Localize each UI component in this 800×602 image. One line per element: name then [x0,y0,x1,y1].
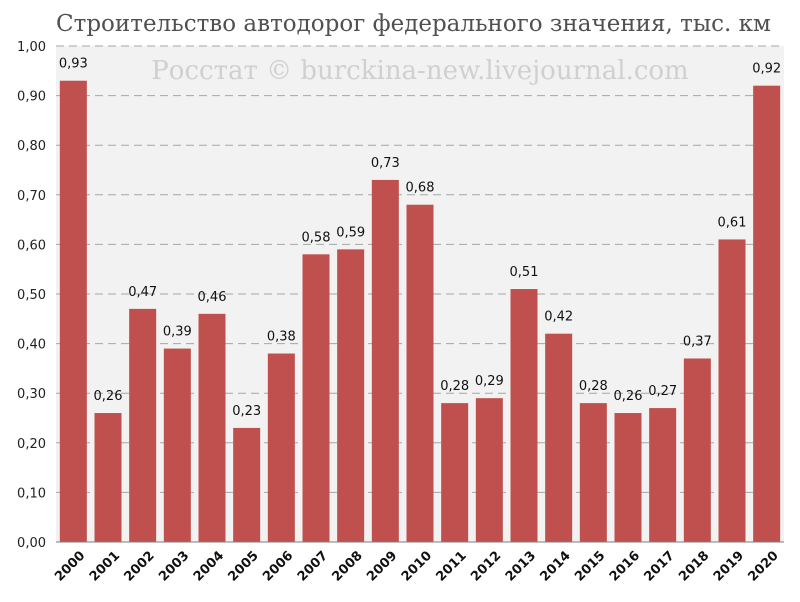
data-label-2014: 0,42 [544,310,573,325]
bars [59,80,781,543]
x-tick-label: 2015 [572,548,608,584]
bar-2006 [267,353,295,542]
bar-2013 [510,289,538,542]
bar-2001 [94,413,122,542]
data-label-2019: 0,61 [718,215,747,230]
x-tick-label: 2001 [87,548,123,584]
data-label-2005: 0,23 [232,404,261,419]
bar-2017 [649,408,677,542]
y-tick-label: 0,90 [17,90,46,105]
x-tick-label: 2011 [434,548,470,584]
data-label-2004: 0,46 [198,290,227,305]
y-tick-label: 0,10 [17,486,46,501]
y-tick-label: 1,00 [17,40,46,55]
y-axis-tick-labels: 0,00 0,10 0,20 0,30 0,40 0,50 0,60 0,70 0,80 0,90… [17,40,46,551]
y-tick-label: 0,00 [17,536,46,551]
x-axis-tick-labels: 2000200120022003200420052006200720082009… [52,548,782,584]
y-tick-label: 0,20 [17,437,46,452]
x-tick-label: 2013 [503,548,539,584]
data-label-2009: 0,73 [371,156,400,171]
x-tick-label: 2006 [260,548,296,584]
y-tick-label: 0,60 [17,238,46,253]
x-tick-label: 2009 [364,548,400,584]
data-label-2018: 0,37 [683,334,712,349]
x-tick-label: 2004 [191,548,227,584]
bar-2004 [198,313,226,542]
data-label-2013: 0,51 [510,265,539,280]
bar-2011 [441,403,469,542]
data-label-2000: 0,93 [59,57,88,72]
data-label-2006: 0,38 [267,330,296,345]
bar-2007 [302,254,330,542]
bar-2000 [59,80,87,542]
data-label-2002: 0,47 [128,285,157,300]
data-label-2015: 0,28 [579,379,608,394]
data-label-2001: 0,26 [94,389,123,404]
x-tick-label: 2019 [711,548,747,584]
x-tick-label: 2002 [122,548,158,584]
data-label-2008: 0,59 [336,225,365,240]
x-tick-label: 2012 [468,548,504,584]
y-tick-label: 0,30 [17,387,46,402]
x-tick-label: 2018 [676,548,712,584]
bar-2002 [129,308,157,542]
bar-2015 [579,403,607,542]
bar-2020 [753,85,781,543]
x-tick-label: 2005 [226,548,262,584]
bar-2008 [337,249,365,543]
chart-title: Строительство автодорог федерального зна… [56,11,771,37]
watermark: Росстат © burckina-new.livejournal.com [151,56,688,86]
x-tick-label: 2007 [295,548,331,584]
data-label-2007: 0,58 [302,230,331,245]
x-tick-label: 2000 [52,548,88,584]
bar-2012 [475,398,503,542]
data-label-2010: 0,68 [406,181,435,196]
y-tick-label: 0,70 [17,189,46,204]
bar-2018 [683,358,711,542]
data-label-2020: 0,92 [752,62,781,77]
data-labels: 0,93 0,26 0,47 0,39 0,46 0,23 0,38 0,58 0,59 0,73… [59,57,781,419]
x-tick-label: 2016 [607,548,643,584]
data-label-2016: 0,26 [614,389,643,404]
x-tick-label: 2014 [538,548,574,584]
x-tick-label: 2017 [642,548,678,584]
x-tick-label: 2008 [330,548,366,584]
y-tick-label: 0,40 [17,338,46,353]
bar-2014 [545,333,573,542]
x-tick-label: 2020 [746,548,782,584]
data-label-2003: 0,39 [163,325,192,340]
bar-2019 [718,239,746,542]
y-tick-label: 0,80 [17,139,46,154]
data-label-2011: 0,28 [440,379,469,394]
x-tick-label: 2003 [156,548,192,584]
bar-2016 [614,413,642,542]
bar-2009 [371,179,399,543]
data-label-2017: 0,27 [648,384,677,399]
y-tick-label: 0,50 [17,288,46,303]
bar-2003 [163,348,191,542]
bar-2005 [233,427,261,542]
x-tick-label: 2010 [399,548,435,584]
bar-2010 [406,204,434,542]
data-label-2012: 0,29 [475,374,504,389]
